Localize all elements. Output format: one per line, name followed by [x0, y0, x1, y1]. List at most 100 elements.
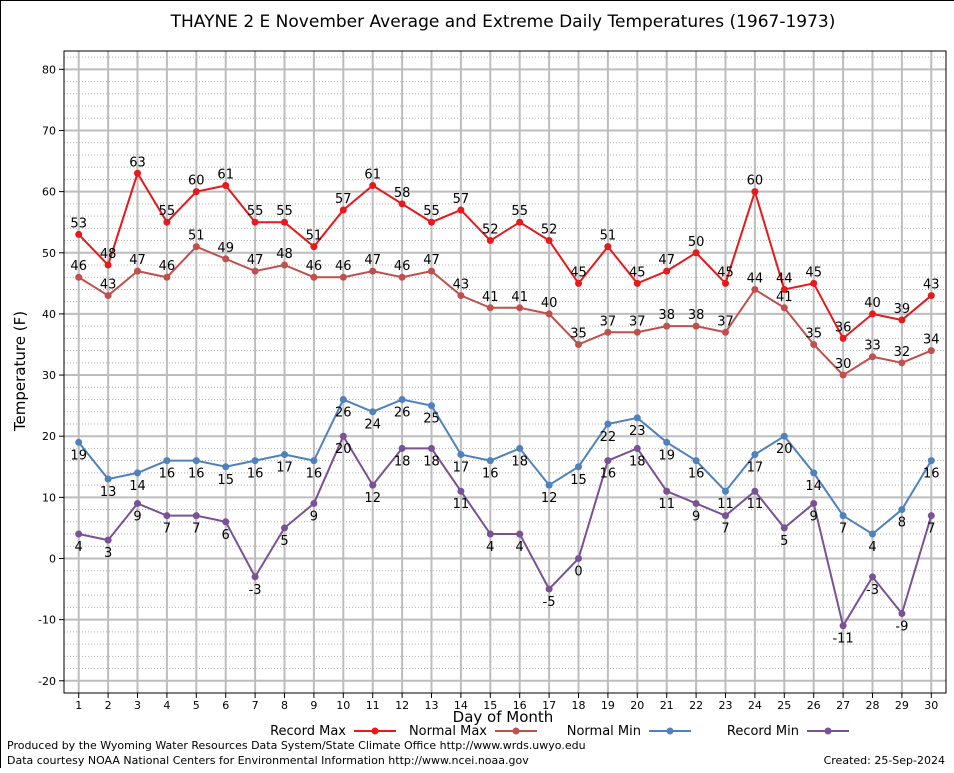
data-label: 51	[306, 229, 323, 244]
data-point	[839, 512, 847, 520]
y-tick-label: -10	[38, 614, 56, 627]
data-label: 32	[894, 345, 911, 360]
data-label: 41	[776, 290, 793, 305]
data-label: 47	[364, 253, 381, 268]
data-point	[192, 457, 200, 465]
data-label: 7	[721, 522, 729, 537]
x-tick-label: 7	[252, 699, 259, 712]
data-label: 45	[717, 265, 734, 280]
data-point	[898, 359, 906, 367]
data-point	[339, 206, 347, 214]
footer-data-courtesy: Data courtesy NOAA National Centers for …	[7, 754, 529, 767]
data-point	[869, 353, 876, 361]
data-label: 34	[923, 333, 940, 348]
data-label: 40	[541, 296, 558, 311]
x-tick-label: 23	[719, 699, 733, 712]
data-label: 57	[453, 192, 470, 207]
data-label: 7	[192, 522, 200, 537]
data-point	[722, 328, 729, 336]
data-point	[251, 573, 259, 581]
data-label: 45	[629, 265, 646, 280]
data-label: 46	[70, 259, 87, 274]
data-point	[575, 340, 582, 348]
data-point	[604, 328, 612, 336]
data-label: 49	[217, 241, 234, 256]
data-label: 50	[688, 235, 705, 250]
data-point	[839, 622, 847, 630]
data-label: 53	[70, 216, 87, 231]
data-point	[428, 267, 435, 275]
x-tick-label: 26	[807, 699, 821, 712]
data-label: 16	[306, 467, 323, 482]
data-label: 18	[629, 454, 646, 469]
legend-label: Normal Max	[409, 724, 487, 739]
x-tick-label: 25	[777, 699, 791, 712]
legend-marker	[512, 727, 520, 735]
data-point	[398, 200, 406, 208]
series-line	[78, 245, 932, 377]
data-point	[281, 261, 288, 269]
data-point	[839, 371, 847, 379]
data-label: 35	[805, 326, 822, 341]
data-label: 36	[835, 320, 852, 335]
data-label: 43	[100, 278, 117, 293]
data-label: 3	[104, 546, 112, 561]
data-point	[663, 267, 671, 275]
data-label: 51	[600, 229, 617, 244]
x-tick-label: 14	[454, 699, 468, 712]
data-point	[457, 292, 465, 300]
data-label: 4	[75, 540, 83, 555]
data-label: 14	[805, 479, 822, 494]
data-label: 18	[511, 454, 528, 469]
data-label: 26	[394, 406, 411, 421]
data-point	[251, 218, 259, 226]
data-label: 47	[658, 253, 675, 268]
data-point	[192, 188, 200, 196]
data-label: 45	[805, 265, 822, 280]
data-point	[163, 273, 171, 281]
data-label: 52	[541, 223, 558, 238]
data-point	[869, 573, 876, 581]
data-point	[281, 451, 288, 459]
data-point	[369, 182, 377, 190]
data-label: 12	[541, 491, 558, 506]
x-tick-label: 5	[193, 699, 200, 712]
x-tick-label: 15	[483, 699, 497, 712]
data-point	[810, 340, 818, 348]
data-label: 15	[570, 473, 587, 488]
data-label: 61	[364, 168, 381, 183]
data-point	[310, 499, 318, 507]
data-point	[222, 463, 230, 471]
data-label: 23	[629, 424, 646, 439]
data-label: 38	[688, 308, 705, 323]
data-label: 51	[188, 229, 205, 244]
data-point	[633, 279, 641, 287]
x-axis-label: Day of Month	[453, 708, 554, 726]
data-label: 7	[839, 522, 847, 537]
data-point	[163, 512, 171, 520]
legend: Record Max Normal Max Normal Min Record Min	[270, 724, 849, 739]
data-point	[398, 396, 406, 404]
legend-label: Record Min	[727, 724, 799, 739]
data-point	[692, 457, 700, 465]
data-label: 11	[453, 497, 470, 512]
data-label: 9	[310, 509, 318, 524]
x-tick-label: 20	[630, 699, 644, 712]
data-point	[810, 499, 818, 507]
data-label: 61	[217, 168, 234, 183]
data-label: 43	[923, 278, 940, 293]
data-label: -3	[249, 583, 262, 598]
data-label: 5	[280, 534, 288, 549]
data-point	[692, 322, 700, 330]
data-point	[339, 396, 347, 404]
data-point	[810, 469, 818, 477]
data-label: 35	[570, 326, 587, 341]
legend-marker	[666, 727, 674, 735]
x-tick-label: 13	[425, 699, 439, 712]
x-tick-label: 9	[310, 699, 317, 712]
data-label: 17	[276, 461, 293, 476]
data-label: 43	[453, 278, 470, 293]
data-point	[222, 518, 230, 526]
